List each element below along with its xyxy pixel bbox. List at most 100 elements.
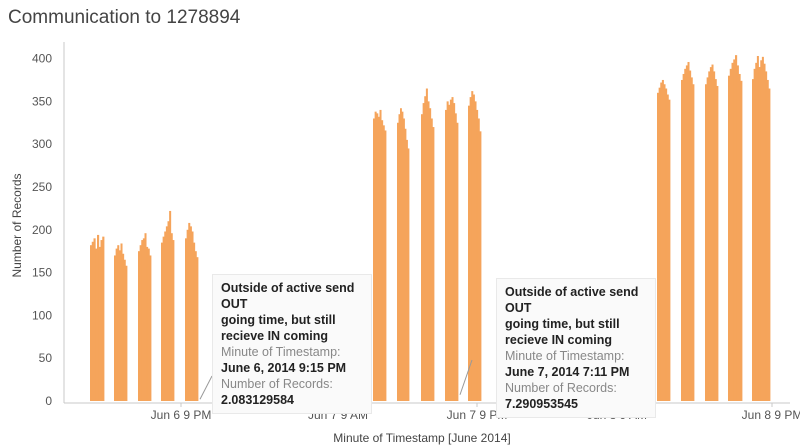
bar-mark (456, 122, 459, 402)
bar-mark (709, 67, 712, 402)
bar-mark (711, 64, 714, 402)
bar-mark (161, 242, 164, 401)
bar-mark (384, 130, 387, 401)
bar-mark (120, 243, 123, 401)
bar-mark (406, 139, 408, 401)
bar-mark (403, 118, 405, 402)
bar-mark (138, 251, 141, 401)
bar-mark (400, 108, 402, 402)
bar-mark (142, 238, 145, 401)
bar-mark (706, 77, 709, 402)
bar-mark (454, 113, 457, 401)
bar-mark (760, 60, 763, 402)
bar-mark (733, 59, 736, 402)
bar-mark (728, 75, 731, 402)
bar-mark (763, 63, 766, 401)
y-tick-label: 0 (45, 394, 52, 408)
bar-mark (476, 109, 479, 402)
bar-mark (666, 94, 669, 402)
bar-mark (448, 104, 451, 401)
bar-mark (690, 77, 693, 402)
bar-mark (373, 118, 376, 402)
bar-mark (738, 73, 741, 401)
annotation-header-line: recieve IN coming (221, 329, 328, 343)
bar-mark (708, 71, 711, 402)
bar-mark (422, 103, 425, 401)
bar-mark (398, 114, 401, 402)
y-tick-label: 250 (32, 180, 52, 194)
bar-mark (162, 236, 165, 401)
bar-mark (91, 241, 94, 401)
bar-mark (429, 108, 432, 402)
bar-mark (93, 238, 96, 401)
bar-mark (668, 99, 671, 402)
bar-mark (186, 229, 189, 401)
annotation-header-line: going time, but still (505, 317, 620, 331)
annotation-header-line: Outside of active send OUT (221, 281, 355, 311)
bar-mark (376, 113, 379, 401)
bar-mark (453, 103, 456, 401)
bar-mark (424, 96, 427, 401)
bar-mark (714, 79, 717, 402)
bar-mark (472, 94, 475, 402)
bar-mark (165, 226, 168, 401)
bar-mark (469, 97, 472, 401)
annotation-leader-line (459, 359, 473, 395)
y-tick-label: 300 (32, 137, 52, 151)
bar-mark (445, 109, 448, 402)
bar-mark (407, 148, 410, 401)
annotation-leader-line (199, 375, 213, 400)
bar-mark (689, 70, 692, 402)
annotation-field-value: 2.083129584 (221, 393, 294, 407)
y-tick-label: 200 (32, 223, 52, 237)
bar-mark (149, 255, 152, 401)
bar-mark (188, 222, 191, 401)
bar-mark (196, 257, 199, 401)
bar-mark (471, 91, 474, 401)
bar-mark (740, 80, 743, 401)
bar-mark (98, 246, 101, 401)
bar-mark (660, 82, 663, 401)
bar-mark (766, 79, 769, 402)
bar-mark (479, 131, 482, 401)
bar-mark (189, 226, 192, 401)
bar-mark (684, 68, 687, 401)
bar-mark (115, 248, 118, 401)
bar-mark (468, 105, 471, 402)
annotation-field-value: June 6, 2014 9:15 PM (221, 361, 347, 375)
bar-mark (705, 84, 708, 402)
bar-mark (141, 240, 144, 401)
y-axis-title: Number of Records (10, 173, 24, 277)
y-tick-label: 150 (32, 266, 52, 280)
bar-mark (685, 65, 688, 401)
bar-mark (102, 236, 105, 401)
bar-mark (768, 88, 771, 402)
bar-mark (427, 101, 430, 402)
bar-mark (123, 259, 126, 401)
bar-mark (681, 79, 684, 402)
bar-mark (185, 238, 188, 401)
bar-mark (758, 67, 761, 402)
bar-mark (100, 240, 103, 401)
bar-mark (97, 234, 100, 401)
bar-mark (477, 118, 480, 402)
bar-mark (729, 68, 732, 401)
bar-mark (404, 128, 407, 401)
bar-mark (757, 77, 760, 402)
y-tick-label: 50 (39, 351, 53, 365)
bar-mark (421, 114, 424, 402)
chart-title: Communication to 1278894 (8, 7, 241, 28)
bar-mark (194, 251, 197, 401)
bar-mark (752, 79, 755, 402)
bar-mark (713, 71, 716, 402)
bar-mark (755, 62, 758, 402)
x-tick-label: Jun 7 9 PM (447, 408, 508, 422)
bar-mark (397, 122, 399, 402)
bar-mark (118, 250, 121, 401)
bar-mark (379, 109, 382, 402)
bar-mark (692, 84, 695, 402)
bar-mark (172, 240, 175, 401)
bar-mark (114, 255, 117, 401)
bar-mark (382, 125, 385, 401)
x-tick-label: Jun 8 9 PM (742, 408, 800, 422)
